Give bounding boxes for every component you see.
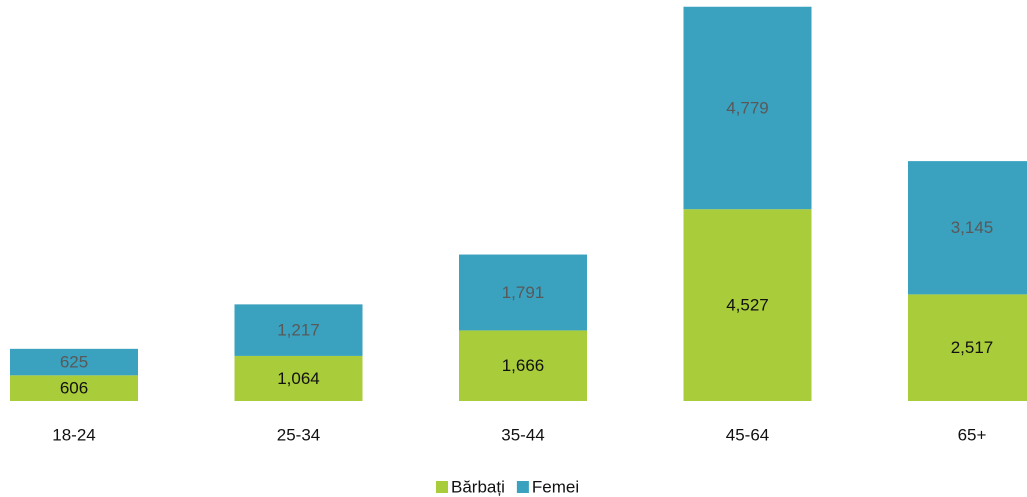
value-label: 625 — [60, 353, 88, 372]
bar-segment — [908, 161, 1027, 295]
bar-segment — [459, 330, 587, 401]
bar-segment — [459, 254, 587, 331]
bar-segment — [683, 209, 812, 401]
value-label: 1,064 — [277, 369, 320, 388]
bar-segment — [908, 294, 1027, 401]
legend-label: Femei — [532, 477, 579, 496]
value-label: 2,517 — [951, 338, 994, 357]
x-tick-label: 35-44 — [501, 425, 544, 444]
bar-segment — [10, 348, 138, 376]
value-label: 1,666 — [502, 356, 545, 375]
value-label: 606 — [60, 379, 88, 398]
legend-swatch — [516, 481, 529, 493]
x-tick-label: 25-34 — [277, 425, 320, 444]
value-label: 1,217 — [277, 321, 320, 340]
bar-segment — [234, 355, 363, 401]
x-tick-label: 18-24 — [52, 425, 95, 444]
value-label: 4,779 — [726, 98, 769, 117]
bar-segment — [10, 375, 138, 401]
x-tick-label: 65+ — [958, 425, 987, 444]
value-label: 3,145 — [951, 218, 994, 237]
value-label: 1,791 — [502, 283, 545, 302]
bar-segment — [683, 6, 812, 210]
bar-segment — [234, 304, 363, 356]
legend-label: Bărbați — [451, 477, 505, 496]
x-tick-label: 45-64 — [726, 425, 769, 444]
legend-swatch — [436, 481, 448, 493]
value-label: 4,527 — [726, 296, 769, 315]
